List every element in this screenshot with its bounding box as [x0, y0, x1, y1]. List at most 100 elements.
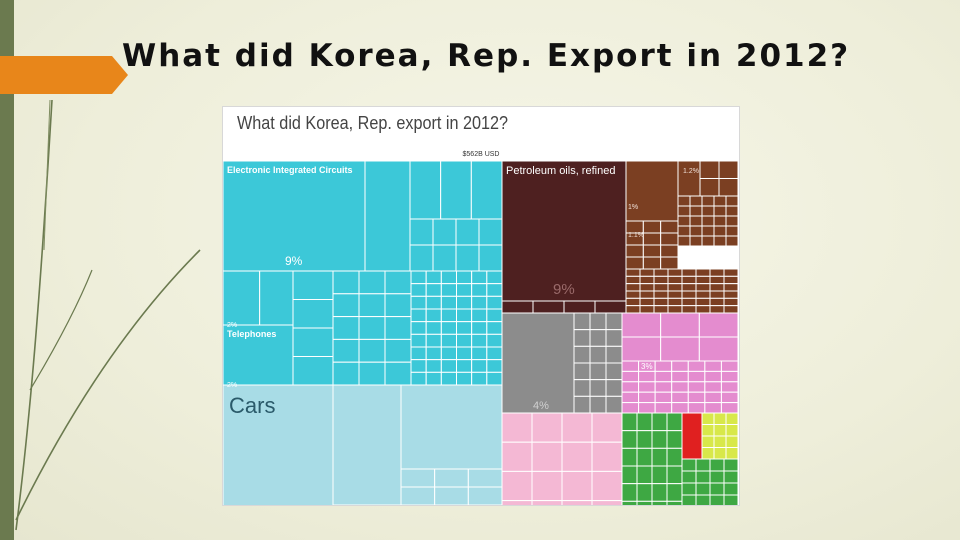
treemap-cell	[625, 305, 641, 314]
treemap-cell	[689, 205, 703, 217]
treemap-cell	[638, 370, 656, 383]
treemap-cell	[639, 268, 655, 277]
treemap-cell	[456, 270, 473, 285]
treemap-cell	[667, 297, 683, 307]
treemap-cell	[425, 283, 442, 297]
treemap-cell	[432, 218, 457, 246]
treemap-cell	[594, 300, 627, 314]
treemap-cell	[358, 270, 386, 295]
treemap-cell	[677, 225, 691, 237]
treemap-cell	[486, 321, 503, 335]
treemap-cell	[709, 290, 725, 299]
treemap-cell	[642, 232, 662, 246]
treemap-cell	[667, 290, 683, 299]
treemap-cell	[687, 402, 706, 414]
treemap-cell	[698, 312, 739, 338]
treemap-cell	[677, 235, 691, 247]
treemap-cell	[292, 270, 334, 300]
treemap-cell	[591, 412, 623, 443]
treemap-cell	[636, 412, 653, 432]
treemap-cell	[653, 275, 669, 285]
slide-title: What did Korea, Rep. Export in 2012?	[122, 38, 851, 74]
treemap-cell	[332, 384, 402, 505]
treemap-cell	[667, 268, 683, 277]
treemap-cell	[638, 391, 656, 404]
treemap-cell	[642, 256, 662, 270]
treemap-share-label: 1.2%	[683, 168, 699, 175]
treemap-cell	[677, 205, 691, 217]
treemap-cell	[660, 312, 700, 338]
treemap-cell	[332, 361, 360, 386]
treemap-cell	[689, 235, 703, 247]
treemap-cell	[591, 470, 623, 502]
treemap-cell	[720, 381, 739, 393]
treemap-cell	[531, 470, 563, 502]
treemap-label-petroleum-oils-refined: Petroleum oils, refined	[506, 165, 615, 177]
treemap-cell	[725, 447, 739, 460]
treemap-cell	[621, 500, 638, 505]
treemap-cell	[701, 447, 715, 460]
treemap-cell	[384, 338, 412, 363]
treemap-cell	[425, 308, 442, 323]
treemap-cell	[573, 395, 591, 414]
treemap-cell	[400, 468, 436, 488]
treemap-cell	[259, 270, 297, 326]
treemap-cell	[573, 329, 591, 347]
treemap-cell	[486, 333, 503, 348]
treemap-cell	[653, 290, 669, 299]
treemap-cell	[605, 312, 623, 331]
treemap-cell	[625, 275, 641, 285]
treemap-cell	[695, 458, 711, 472]
treemap-cell	[713, 424, 727, 437]
treemap-cell	[654, 402, 673, 414]
treemap-cell	[695, 275, 711, 285]
treemap-cell	[639, 305, 655, 314]
treemap-cell	[701, 412, 715, 425]
treemap-cell	[440, 160, 472, 220]
treemap-cell	[471, 308, 488, 323]
treemap-cell	[660, 244, 679, 258]
treemap-cell	[470, 160, 503, 220]
treemap-cell	[605, 379, 623, 397]
treemap-cell	[701, 215, 715, 227]
treemap-cell	[689, 225, 703, 237]
treemap-cell	[486, 283, 503, 297]
treemap-cell	[639, 283, 655, 292]
treemap-cell	[671, 360, 689, 372]
treemap-cell	[718, 160, 739, 179]
treemap-cell	[653, 283, 669, 292]
treemap-cell	[666, 465, 683, 485]
treemap-cell	[625, 256, 644, 270]
treemap-cell	[725, 225, 739, 237]
treemap-cell	[409, 160, 442, 220]
treemap-cell	[478, 218, 503, 246]
treemap-cell	[605, 362, 623, 381]
treemap-cell	[501, 441, 533, 472]
treemap-cell	[440, 308, 457, 323]
treemap-cell	[695, 494, 711, 505]
treemap-cell	[681, 470, 697, 484]
treemap-cell-petroleum-oils-refined	[501, 160, 627, 302]
treemap-cell	[589, 312, 607, 331]
treemap-cell	[625, 297, 641, 307]
treemap-cell	[478, 244, 503, 272]
treemap-cell	[671, 402, 689, 414]
treemap-cell	[625, 283, 641, 292]
treemap-cell	[636, 430, 653, 449]
treemap-cell	[654, 381, 673, 393]
treemap-cell	[713, 195, 727, 207]
treemap-cell	[486, 359, 503, 373]
treemap-cell	[591, 500, 623, 505]
treemap-cell	[605, 395, 623, 414]
treemap-cell	[638, 381, 656, 393]
treemap-cell	[561, 412, 593, 443]
treemap-cell	[410, 295, 427, 310]
treemap-cell	[681, 275, 697, 285]
treemap-cell	[292, 327, 334, 357]
treemap-cell	[621, 391, 640, 404]
treemap-cell	[364, 160, 411, 272]
treemap-cell	[358, 293, 386, 318]
treemap-cell	[471, 371, 488, 386]
treemap-cell	[591, 441, 623, 472]
treemap-cell	[471, 333, 488, 348]
